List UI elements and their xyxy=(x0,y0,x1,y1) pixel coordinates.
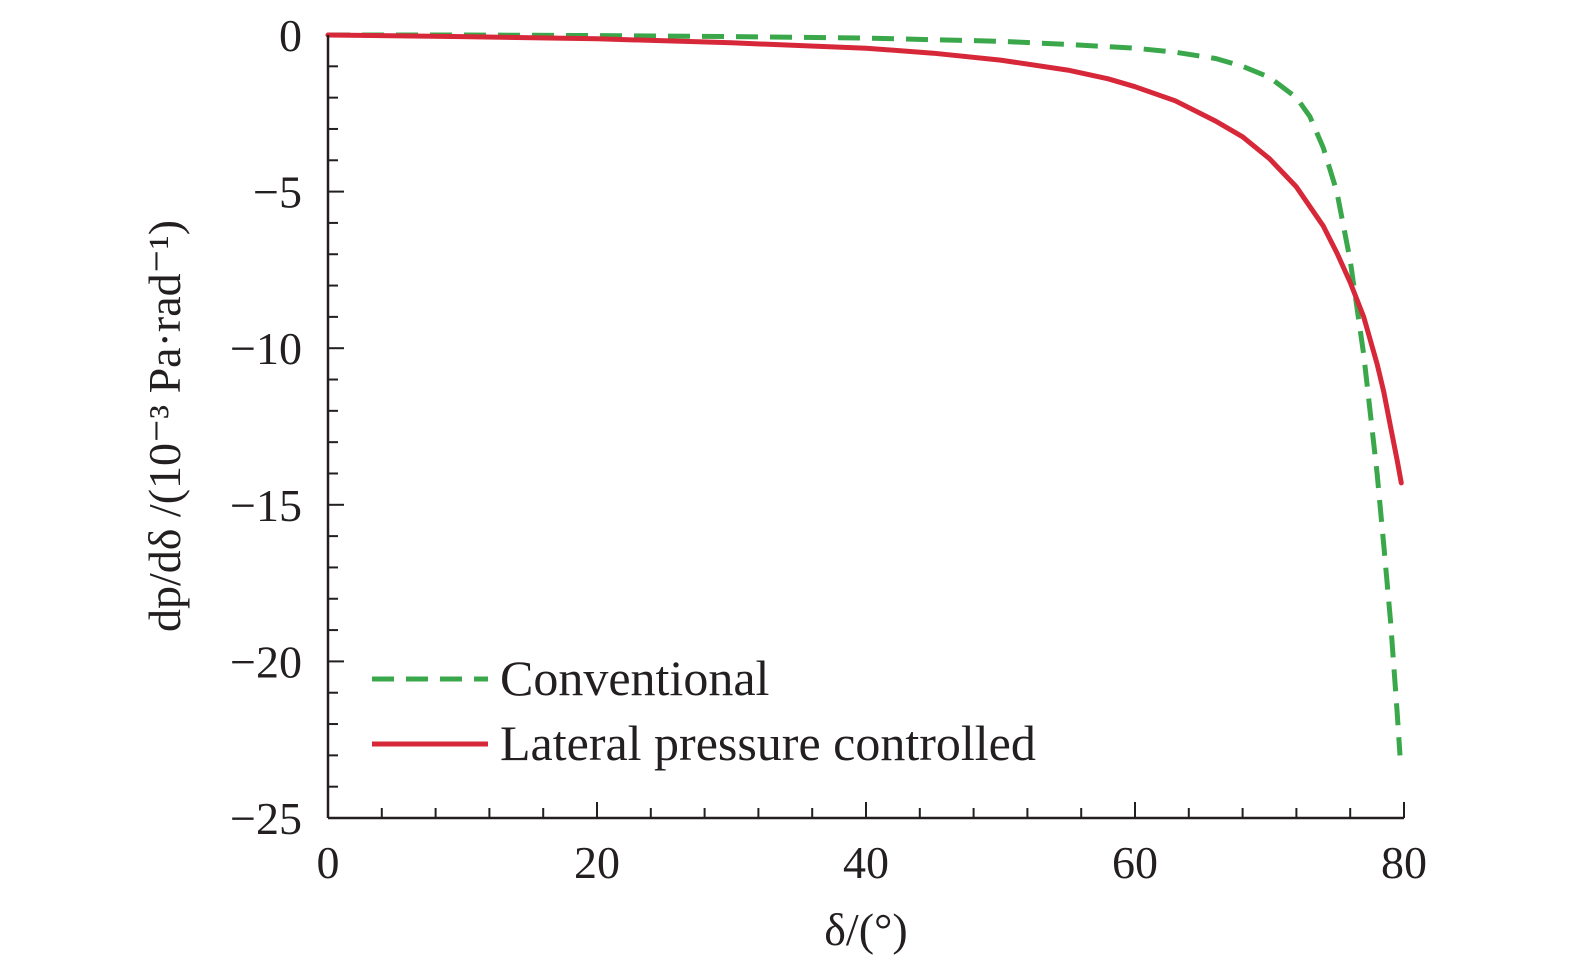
x-tick-label: 80 xyxy=(1381,837,1427,888)
legend-label-lateral: Lateral pressure controlled xyxy=(500,715,1036,771)
y-tick-label: −10 xyxy=(230,323,302,374)
chart-series xyxy=(325,32,1404,756)
series-line-conventional xyxy=(328,32,1403,756)
axis-tick-labels: 0 20 40 60 80 0 −5 −10 −15 −20 −25 xyxy=(230,10,1427,888)
axis-ticks xyxy=(327,34,1405,819)
y-tick-label: −25 xyxy=(230,793,302,844)
x-tick-label: 40 xyxy=(843,837,889,888)
x-tick-label: 60 xyxy=(1112,837,1158,888)
y-tick-label: −20 xyxy=(230,636,302,687)
x-tick-label: 0 xyxy=(317,837,340,888)
y-tick-label: −15 xyxy=(230,480,302,531)
y-axis-title: dp/dδ /(10⁻³ Pa·rad⁻¹) xyxy=(139,220,190,632)
x-tick-label: 20 xyxy=(574,837,620,888)
legend: Conventional Lateral pressure controlled xyxy=(372,650,1036,771)
x-axis-title: δ/(°) xyxy=(824,904,908,955)
y-tick-label: −5 xyxy=(253,167,302,218)
series-line-lateral-pressure-controlled xyxy=(325,32,1404,486)
y-tick-label: 0 xyxy=(279,10,302,61)
legend-label-conventional: Conventional xyxy=(500,650,769,706)
